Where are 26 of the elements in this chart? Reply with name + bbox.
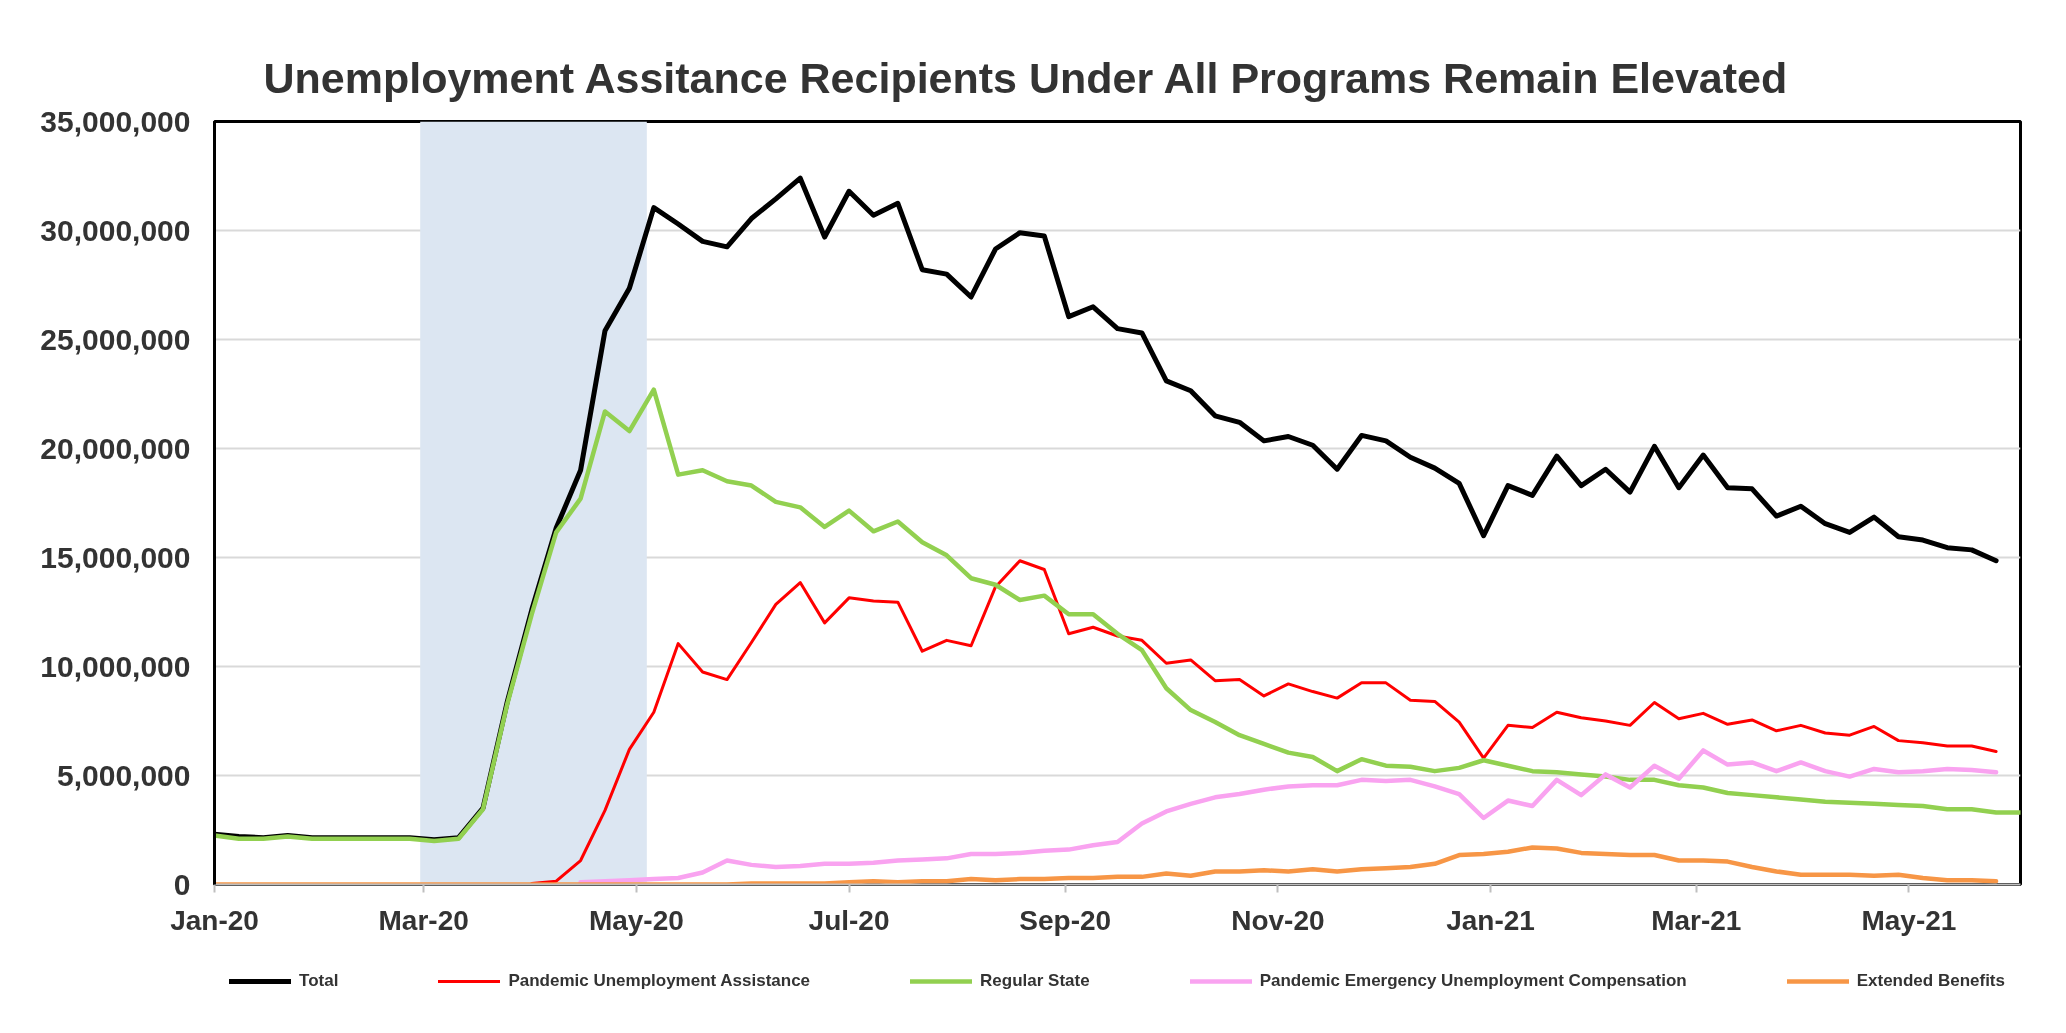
x-tick-label: Nov-20 bbox=[1231, 904, 1325, 936]
legend-label: Extended Benefits bbox=[1856, 971, 2005, 991]
y-tick-label: 15,000,000 bbox=[40, 540, 191, 574]
legend-label: Pandemic Unemployment Assistance bbox=[508, 971, 811, 991]
y-tick-label: 25,000,000 bbox=[40, 322, 191, 356]
y-tick-label: 10,000,000 bbox=[40, 649, 191, 683]
x-tick-label: Mar-20 bbox=[378, 904, 469, 936]
y-tick-label: 0 bbox=[173, 867, 191, 901]
legend-label: Total bbox=[299, 971, 339, 991]
x-tick-label: Jan-21 bbox=[1446, 904, 1535, 936]
legend-label: Pandemic Emergency Unemployment Compensation bbox=[1259, 971, 1687, 991]
y-tick-label: 5,000,000 bbox=[57, 758, 191, 792]
x-tick-label: May-21 bbox=[1861, 904, 1957, 936]
line-series bbox=[214, 845, 1999, 885]
line-series bbox=[578, 748, 1999, 885]
x-tick-label: May-20 bbox=[588, 904, 684, 936]
y-tick-label: 20,000,000 bbox=[40, 431, 191, 465]
x-tick-label: Jan-20 bbox=[170, 904, 259, 936]
x-tick-label: Sep-20 bbox=[1019, 904, 1112, 936]
x-tick-label: Mar-21 bbox=[1651, 904, 1742, 936]
y-tick-label: 35,000,000 bbox=[40, 104, 191, 138]
chart-title: Unemployment Assitance Recipients Under All Programs Remain Elevated bbox=[263, 53, 1788, 102]
line-series bbox=[214, 387, 2021, 844]
y-tick-label: 30,000,000 bbox=[40, 213, 191, 247]
legend-label: Regular State bbox=[980, 971, 1090, 991]
x-tick-label: Jul-20 bbox=[808, 904, 890, 936]
